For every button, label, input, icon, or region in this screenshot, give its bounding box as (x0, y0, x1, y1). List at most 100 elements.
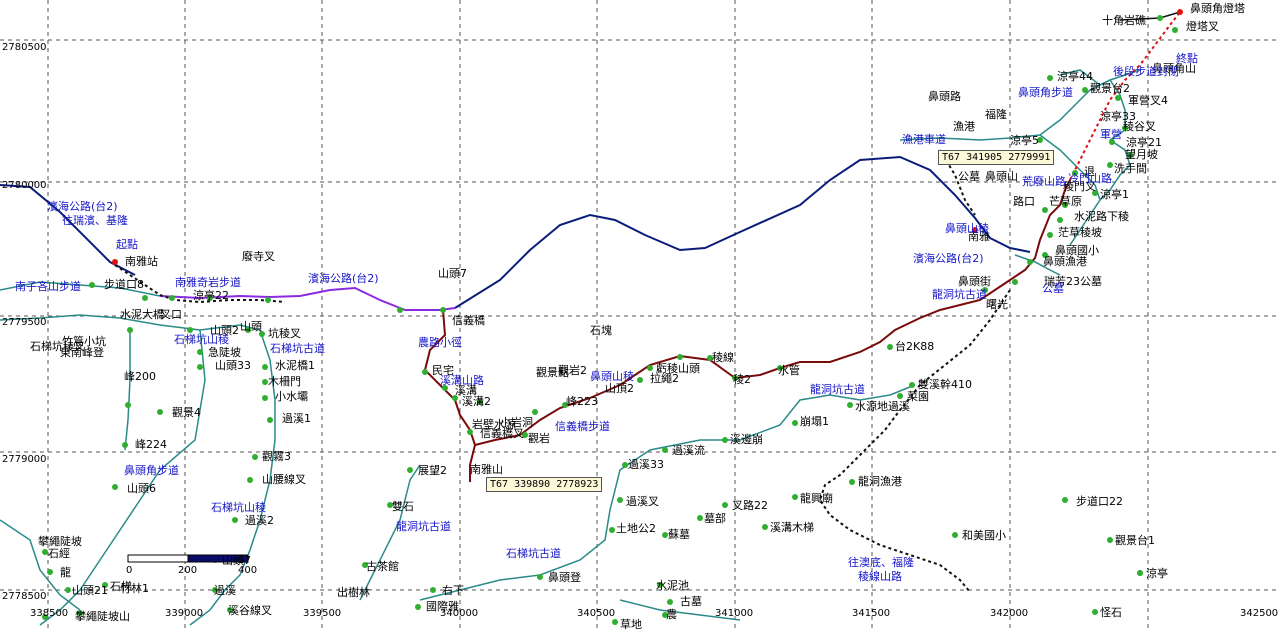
place-label: 山頭 (240, 320, 262, 333)
place-label: 茫草稜坡 (1058, 225, 1102, 239)
place-label: 廢寺叉 (242, 249, 275, 263)
waypoint-box[interactable]: T67 339890 2778923 (486, 477, 603, 492)
place-label: 信義橋 (452, 313, 485, 327)
place-label: 石梯坑稜叉 (30, 339, 85, 353)
place-label: 菜園 (907, 390, 929, 403)
place-label: 鼻頭角燈塔 (1190, 1, 1245, 15)
place-label: 觀岩 (528, 431, 550, 445)
place-label: 國際雅 (426, 599, 459, 613)
place-label: 步道口8 (104, 277, 144, 291)
place-label: 涼亭33 (1100, 109, 1136, 123)
place-label: 叉口 (160, 308, 182, 321)
grid-x-label: 342500 (1240, 608, 1278, 619)
place-label: 民宅 (432, 363, 454, 377)
place-label: 山頭7 (222, 554, 251, 567)
place-label: 小水壩 (275, 390, 308, 403)
place-label: 古茶館 (366, 559, 399, 573)
route-label: 龍洞坑古道 (396, 519, 451, 533)
place-label: 水泥大橋 (120, 307, 164, 321)
place-label: 木柵門 (268, 374, 301, 388)
scale-tick: 0 (126, 565, 132, 576)
place-label: 山腰線叉 (262, 472, 306, 486)
place-label: 過溪流 (672, 443, 705, 457)
place-label: 南雅山 (470, 462, 503, 476)
route-label: 石梯坑古道 (506, 546, 561, 560)
place-label: 鼻頭角山 (1152, 61, 1196, 75)
place-label: 龍興廟 (800, 491, 833, 505)
coastal-highway-line (0, 155, 1031, 309)
place-label: 信義橋叉 (480, 426, 524, 440)
place-label: 南雅 (968, 229, 990, 243)
route-label: 龍洞坑古道 (810, 382, 865, 396)
place-label: 水源地過溪 (855, 399, 910, 413)
route-label: 鼻頭山稜 (945, 221, 989, 235)
place-label: 十角岩礁 (1102, 13, 1146, 27)
grid-y-label: 2780500 (2, 42, 47, 53)
place-label: 涼亭22 (193, 288, 229, 302)
waypoints (42, 15, 1178, 625)
waypoint-box[interactable]: T67 341905 2779991 (938, 150, 1055, 165)
grid-x-label: 339500 (303, 608, 341, 619)
place-label: 涼亭 (1146, 566, 1168, 580)
place-label: 水泥橋1 (275, 358, 315, 372)
place-label: 山頭6 (127, 482, 156, 495)
place-label: 墓部 (704, 511, 726, 525)
place-label: 望月坡 (1125, 148, 1158, 161)
route-label: 往瑞濱、基隆 (62, 213, 128, 227)
place-label: 觀景點 (536, 366, 569, 379)
place-label: 雙石 (392, 500, 414, 513)
place-label: 鼻頭漁港 (1043, 254, 1087, 268)
scale-tick: 400 (238, 565, 257, 576)
route-label: 往澳底、福隆 (848, 555, 914, 569)
place-label: 叉路22 (732, 499, 768, 512)
grid-x-label: 340000 (440, 608, 478, 619)
place-label: 退 (1084, 165, 1095, 178)
place-label: 農 (666, 607, 677, 621)
place-label: 鼻頭山 (985, 169, 1018, 183)
place-label: 過溪33 (628, 458, 664, 471)
place-label: 路口 (1013, 195, 1035, 208)
place-label: 溪谷線叉 (228, 603, 272, 617)
grid-y-label: 2779000 (2, 454, 47, 465)
place-label: 山頭7 (438, 267, 467, 280)
route-label: 龍洞坑古道 (932, 287, 987, 301)
route-label: 石梯坑山稜 (211, 500, 266, 514)
place-label: 和美國小 (962, 529, 1006, 542)
place-label: 涼亭1 (1100, 187, 1129, 201)
route-label: 漁港車道 (902, 132, 946, 146)
scale-tick: 200 (178, 565, 197, 576)
route-label: 冷門山路 (1068, 172, 1112, 185)
grid-y-label: 2780000 (2, 180, 47, 191)
place-label: 涼亭21 (1126, 135, 1162, 149)
route-label: 溪溝山路 (440, 374, 484, 387)
place-label: 峰224 (135, 438, 167, 451)
place-label: 展望2 (418, 464, 447, 477)
grid-x-label: 340500 (577, 608, 615, 619)
place-label: 石經 (48, 546, 70, 560)
place-label: 洗手間 (1114, 161, 1147, 175)
place-label: 水泥池 (656, 579, 689, 592)
place-label: 涼亭5 (1010, 133, 1039, 147)
route-label: 終點 (1176, 51, 1198, 65)
place-label: 鼻頭國小 (1055, 243, 1099, 257)
place-label: 觀景台1 (1115, 533, 1155, 547)
place-label: 東南峰登 (60, 345, 104, 359)
place-label: 山頂2 (605, 382, 634, 395)
grid-x-label: 341500 (852, 608, 890, 619)
place-label: 南雅站 (125, 254, 158, 268)
place-label: 過溪1 (282, 412, 311, 425)
place-label: 溪溝2 (462, 395, 491, 408)
place-label: 蘇墓 (668, 528, 690, 541)
place-label: 龍 (60, 565, 71, 579)
route-label: 石梯坑山稜 (174, 332, 229, 346)
route-label: 鼻頭山稜 (590, 369, 634, 383)
place-label: 公墓 (958, 170, 980, 183)
place-label: 步道口22 (1076, 494, 1123, 508)
route-label: 濱海公路(台2) (913, 251, 984, 265)
place-label: 山頭21 (72, 584, 108, 597)
place-label: 坑稜叉 (268, 326, 301, 340)
place-label: 觀霧3 (262, 450, 291, 463)
place-label: 岩壁水源 (472, 417, 516, 431)
place-label: 出樹林 (337, 585, 370, 599)
